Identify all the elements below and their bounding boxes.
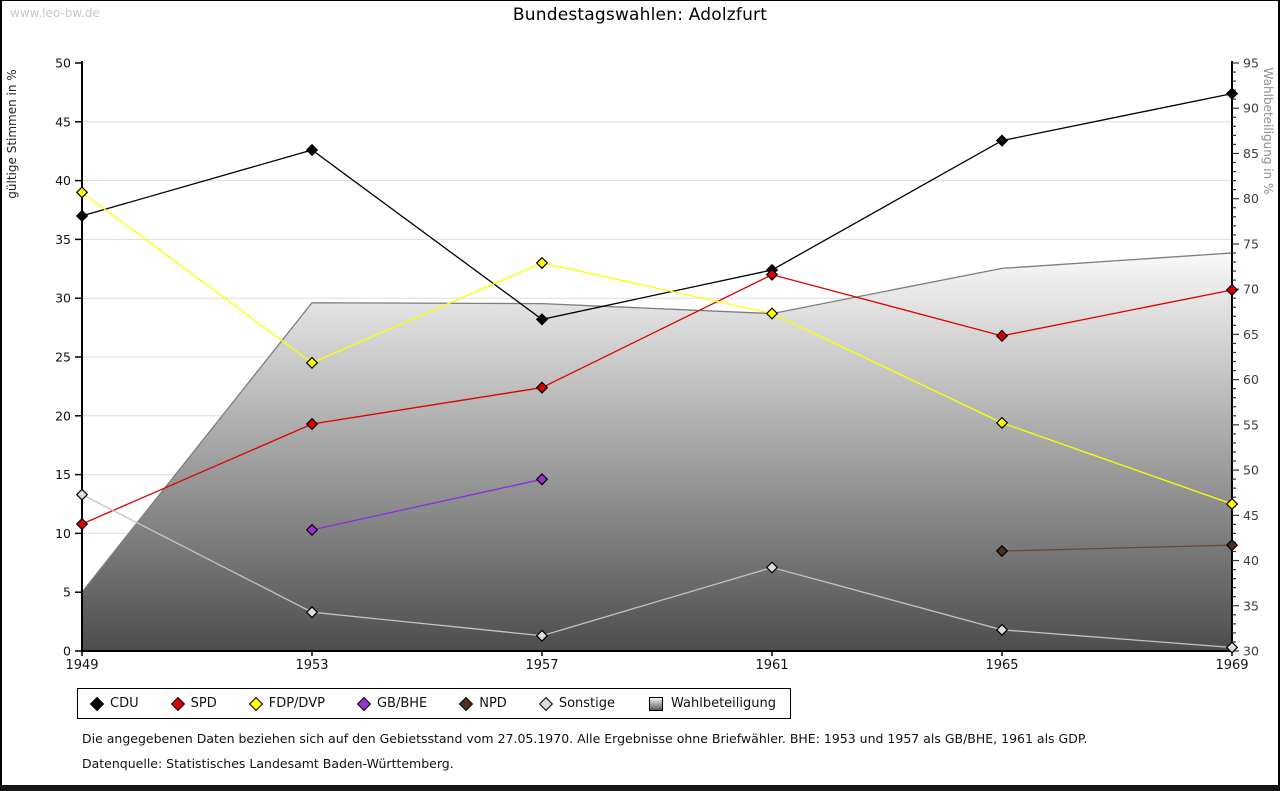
footnote-gebietsstand: Die angegebenen Daten beziehen sich auf … <box>82 731 1088 746</box>
left-tick-label: 25 <box>55 350 71 365</box>
legend-label: CDU <box>110 696 139 711</box>
legend-area-swatch <box>649 696 663 711</box>
left-tick-label: 35 <box>55 232 71 247</box>
data-point-marker <box>305 143 319 157</box>
data-point-marker <box>75 517 89 531</box>
data-point-marker <box>75 186 89 199</box>
legend-item-fdp-dvp: FDP/DVP <box>248 696 325 711</box>
data-point-marker <box>995 329 1009 342</box>
right-tick-label: 60 <box>1243 372 1259 387</box>
x-tick-label: 1961 <box>755 658 788 673</box>
legend-label: NPD <box>479 696 507 711</box>
data-point-marker <box>305 417 319 431</box>
legend-label: SPD <box>190 696 217 711</box>
legend-item-npd: NPD <box>459 696 507 711</box>
left-tick-label: 0 <box>63 644 71 659</box>
right-tick-label: 85 <box>1243 146 1259 161</box>
right-tick-label: 30 <box>1243 644 1259 659</box>
right-tick-label: 90 <box>1243 101 1259 116</box>
right-tick-label: 95 <box>1243 56 1259 71</box>
right-tick-label: 75 <box>1243 236 1259 251</box>
legend-item-spd: SPD <box>170 696 217 711</box>
data-point-marker <box>1225 497 1239 511</box>
data-point-marker <box>305 606 319 619</box>
right-tick-label: 80 <box>1243 191 1259 206</box>
right-tick-label: 65 <box>1243 327 1259 342</box>
left-tick-label: 30 <box>55 291 71 306</box>
data-point-marker <box>995 416 1009 430</box>
legend-label: Sonstige <box>558 696 615 711</box>
left-tick-label: 40 <box>55 173 71 188</box>
election-line-chart: 0 5 10 15 20 25 30 35 40 45 50 30 35 40 45 50 55 60 65 70 75… <box>5 56 1275 674</box>
series-area-wahlbeteiligung <box>81 252 1233 652</box>
legend-item-gb-bhe: GB/BHE <box>356 696 428 711</box>
x-tick-label: 1965 <box>985 658 1018 673</box>
footnote-datenquelle: Datenquelle: Statistisches Landesamt Bad… <box>82 756 454 771</box>
legend-item-sonstige: Sonstige <box>538 696 615 711</box>
left-tick-label: 45 <box>55 114 71 129</box>
right-tick-label: 55 <box>1243 417 1259 432</box>
data-point-marker <box>765 307 779 320</box>
left-tick-label: 50 <box>55 56 71 71</box>
right-axis-label: Wahlbeteiligung in % <box>1261 68 1275 195</box>
data-point-marker <box>535 313 549 326</box>
left-tick-label: 10 <box>55 526 71 541</box>
right-tick-label: 35 <box>1243 598 1259 613</box>
data-point-marker <box>995 134 1009 147</box>
data-point-marker <box>75 488 89 501</box>
legend-diamond-marker <box>459 696 474 711</box>
legend-diamond-marker <box>248 696 263 711</box>
data-point-marker <box>995 544 1009 558</box>
right-tick-label: 70 <box>1243 282 1259 297</box>
data-point-marker <box>1225 87 1239 100</box>
legend-diamond-marker <box>538 696 553 711</box>
right-tick-label: 45 <box>1243 508 1259 523</box>
data-point-marker <box>535 256 549 270</box>
data-point-marker <box>765 268 779 281</box>
data-point-marker <box>1225 539 1239 552</box>
legend-diamond-marker <box>170 696 185 711</box>
x-tick-label: 1953 <box>295 658 328 673</box>
x-tick-label: 1949 <box>65 658 98 673</box>
left-tick-label: 20 <box>55 408 71 423</box>
x-tick-label: 1969 <box>1215 658 1248 673</box>
left-tick-label: 15 <box>55 467 71 482</box>
data-point-marker <box>535 473 549 486</box>
legend-label: FDP/DVP <box>268 696 325 711</box>
legend-label: Wahlbeteiligung <box>671 696 777 711</box>
data-point-marker <box>995 623 1009 636</box>
data-point-marker <box>535 381 549 394</box>
chart-title: Bundestagswahlen: Adolzfurt <box>512 5 768 25</box>
right-tick-label: 40 <box>1243 553 1259 568</box>
series-line-gb-bhe <box>311 478 543 531</box>
data-point-marker <box>1225 283 1239 297</box>
left-tick-label: 5 <box>63 585 71 600</box>
legend-diamond-marker <box>89 696 105 711</box>
legend-diamond-marker <box>356 696 372 711</box>
data-point-marker <box>305 356 319 370</box>
x-tick-label: 1957 <box>525 658 558 673</box>
data-point-marker <box>535 629 549 642</box>
data-point-marker <box>1225 641 1239 654</box>
series-line-sonstige <box>81 494 1233 649</box>
legend-label: GB/BHE <box>376 696 428 711</box>
series-line-spd <box>81 273 1233 525</box>
series-line-fdp-dvp <box>81 191 1233 505</box>
series-line-cdu <box>81 92 1233 321</box>
data-point-marker <box>305 523 319 537</box>
legend: CDU SPD FDP/DVP GB/BHE NPD Sonstige Wahlbeteil… <box>77 688 792 719</box>
watermark: www.leo-bw.de <box>10 6 100 20</box>
legend-item-cdu: CDU <box>89 696 139 711</box>
legend-item-wahlbeteiligung: Wahlbeteiligung <box>649 696 776 711</box>
data-point-marker <box>765 561 779 574</box>
right-tick-label: 50 <box>1243 463 1259 478</box>
data-point-marker <box>75 209 89 223</box>
left-axis-label: gültige Stimmen in % <box>5 69 19 198</box>
series-line-npd <box>1001 544 1233 552</box>
